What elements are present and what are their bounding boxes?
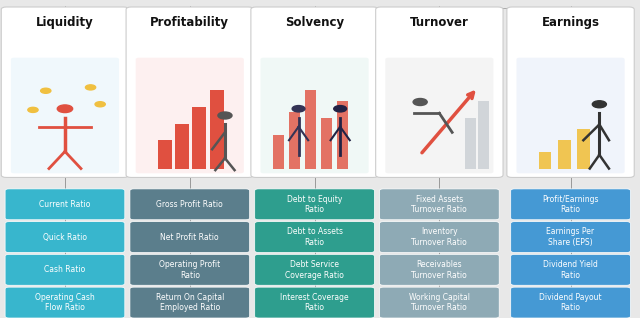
FancyBboxPatch shape: [5, 254, 125, 285]
FancyBboxPatch shape: [130, 189, 250, 220]
Text: Earnings Per
Share (EPS): Earnings Per Share (EPS): [547, 227, 595, 247]
Text: Debt to Assets
Ratio: Debt to Assets Ratio: [287, 227, 342, 247]
Bar: [465, 118, 476, 169]
Text: Debt Service
Coverage Ratio: Debt Service Coverage Ratio: [285, 260, 344, 280]
Bar: [192, 107, 206, 169]
Circle shape: [95, 102, 105, 107]
Text: Operating Cash
Flow Ratio: Operating Cash Flow Ratio: [35, 293, 95, 312]
Text: Receivables
Turnover Ratio: Receivables Turnover Ratio: [412, 260, 467, 280]
Text: Profit/Earnings
Ratio: Profit/Earnings Ratio: [542, 195, 599, 214]
FancyBboxPatch shape: [255, 254, 374, 285]
FancyBboxPatch shape: [516, 58, 625, 173]
Text: Profitability: Profitability: [150, 16, 229, 29]
Text: Gross Profit Ratio: Gross Profit Ratio: [156, 200, 223, 209]
FancyBboxPatch shape: [380, 222, 499, 252]
FancyBboxPatch shape: [251, 7, 378, 177]
Circle shape: [413, 99, 428, 106]
FancyBboxPatch shape: [126, 7, 253, 177]
Circle shape: [28, 107, 38, 113]
FancyBboxPatch shape: [130, 254, 250, 285]
Bar: [539, 152, 552, 169]
Text: Dividend Yield
Ratio: Dividend Yield Ratio: [543, 260, 598, 280]
FancyBboxPatch shape: [255, 222, 374, 252]
Text: Fixed Assets
Turnover Ratio: Fixed Assets Turnover Ratio: [412, 195, 467, 214]
Text: Net Profit Ratio: Net Profit Ratio: [161, 232, 219, 242]
Bar: [305, 90, 317, 169]
FancyBboxPatch shape: [380, 287, 499, 318]
Text: Turnover: Turnover: [410, 16, 468, 29]
Circle shape: [593, 101, 607, 108]
FancyBboxPatch shape: [260, 58, 369, 173]
FancyBboxPatch shape: [5, 287, 125, 318]
Text: Return On Capital
Employed Ratio: Return On Capital Employed Ratio: [156, 293, 224, 312]
Text: Debt to Equity
Ratio: Debt to Equity Ratio: [287, 195, 342, 214]
FancyBboxPatch shape: [511, 222, 630, 252]
FancyBboxPatch shape: [380, 254, 499, 285]
FancyBboxPatch shape: [385, 58, 493, 173]
FancyBboxPatch shape: [255, 189, 374, 220]
FancyBboxPatch shape: [255, 287, 374, 318]
Bar: [289, 112, 301, 169]
FancyBboxPatch shape: [507, 7, 634, 177]
Text: Quick Ratio: Quick Ratio: [43, 232, 87, 242]
Circle shape: [218, 112, 232, 119]
FancyBboxPatch shape: [130, 287, 250, 318]
FancyBboxPatch shape: [1, 7, 129, 177]
Circle shape: [58, 105, 72, 113]
Bar: [210, 90, 224, 169]
Circle shape: [292, 106, 305, 112]
FancyBboxPatch shape: [5, 189, 125, 220]
FancyBboxPatch shape: [380, 189, 499, 220]
Bar: [577, 129, 590, 169]
Bar: [337, 101, 349, 169]
Text: Liquidity: Liquidity: [36, 16, 94, 29]
FancyBboxPatch shape: [136, 58, 244, 173]
Circle shape: [334, 106, 347, 112]
FancyBboxPatch shape: [376, 7, 503, 177]
FancyBboxPatch shape: [511, 189, 630, 220]
FancyBboxPatch shape: [511, 254, 630, 285]
Text: Cash Ratio: Cash Ratio: [44, 265, 86, 274]
Circle shape: [41, 88, 51, 93]
Text: Dividend Payout
Ratio: Dividend Payout Ratio: [540, 293, 602, 312]
FancyBboxPatch shape: [5, 222, 125, 252]
Bar: [321, 118, 333, 169]
Circle shape: [85, 85, 96, 90]
FancyBboxPatch shape: [11, 58, 119, 173]
FancyBboxPatch shape: [130, 222, 250, 252]
Bar: [558, 141, 571, 169]
Text: Current Ratio: Current Ratio: [39, 200, 91, 209]
Text: Interest Coverage
Ratio: Interest Coverage Ratio: [280, 293, 349, 312]
FancyBboxPatch shape: [511, 287, 630, 318]
Text: Working Capital
Turnover Ratio: Working Capital Turnover Ratio: [409, 293, 470, 312]
Text: Earnings: Earnings: [541, 16, 600, 29]
Bar: [157, 141, 172, 169]
Text: Operating Profit
Ratio: Operating Profit Ratio: [159, 260, 220, 280]
Text: Inventory
Turnover Ratio: Inventory Turnover Ratio: [412, 227, 467, 247]
Bar: [273, 135, 285, 169]
Bar: [477, 101, 489, 169]
Text: Solvency: Solvency: [285, 16, 344, 29]
Bar: [175, 124, 189, 169]
